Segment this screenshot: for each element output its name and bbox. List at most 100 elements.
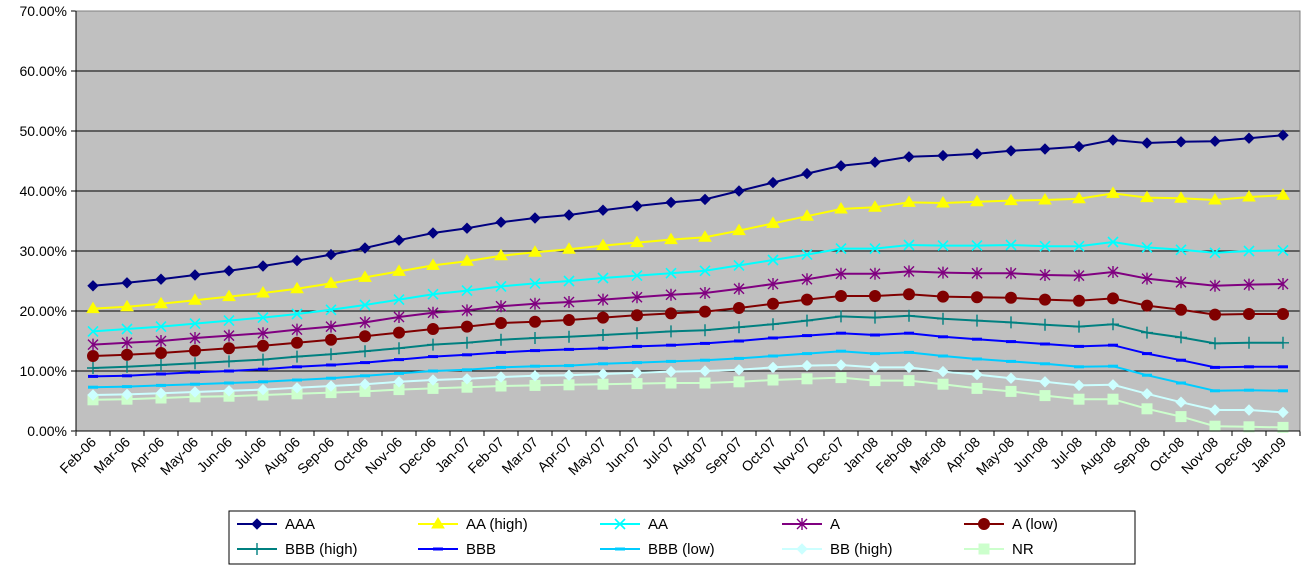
data-point	[802, 352, 812, 356]
data-point	[699, 265, 711, 277]
data-point	[1005, 239, 1017, 251]
data-point	[563, 369, 575, 381]
legend-marker	[796, 518, 808, 530]
data-point	[1039, 390, 1051, 402]
data-point	[665, 325, 677, 338]
data-point	[563, 296, 575, 308]
data-point	[938, 335, 948, 339]
data-point	[360, 374, 370, 378]
x-tick-label: May-08	[973, 434, 1017, 478]
data-point	[1005, 291, 1017, 304]
data-point	[563, 275, 575, 287]
data-point	[223, 315, 235, 327]
data-point	[631, 327, 643, 340]
data-point	[223, 342, 235, 355]
data-point	[257, 339, 269, 352]
data-point	[1006, 340, 1016, 344]
data-point	[224, 381, 234, 385]
x-tick-label: Aug-08	[1076, 434, 1119, 477]
data-point	[530, 349, 540, 353]
data-point	[257, 353, 269, 366]
data-point	[392, 264, 406, 276]
data-point	[223, 355, 235, 368]
data-point	[1244, 365, 1254, 369]
legend-marker	[978, 543, 990, 555]
data-point	[292, 365, 302, 369]
data-point	[1175, 276, 1187, 289]
data-point	[801, 167, 813, 180]
data-point	[699, 287, 711, 299]
data-point	[393, 311, 405, 323]
data-point	[1106, 186, 1120, 198]
data-point	[870, 352, 880, 356]
data-point	[767, 297, 779, 310]
data-point	[257, 327, 269, 340]
data-point	[358, 270, 372, 282]
data-point	[189, 386, 201, 398]
data-point	[1210, 389, 1220, 393]
data-point	[631, 200, 643, 212]
x-tick-label: Aug-07	[668, 434, 711, 477]
data-point	[700, 358, 710, 362]
data-point	[767, 278, 779, 290]
data-point	[1040, 342, 1050, 346]
data-point	[258, 367, 268, 371]
data-point	[903, 309, 915, 322]
data-point	[597, 378, 609, 390]
data-point	[632, 344, 642, 348]
data-point	[461, 336, 473, 349]
data-point	[1005, 145, 1017, 157]
data-point	[665, 307, 677, 320]
data-point	[359, 378, 371, 390]
data-point	[937, 266, 949, 279]
y-tick-label: 70.00%	[20, 3, 67, 19]
data-point	[155, 387, 167, 399]
data-point	[972, 337, 982, 341]
data-point	[121, 388, 133, 401]
data-point	[495, 280, 507, 292]
data-point	[1005, 385, 1017, 397]
data-point	[1176, 381, 1186, 385]
data-point	[767, 176, 779, 189]
data-point	[1141, 299, 1153, 312]
data-point	[699, 377, 711, 389]
data-point	[1277, 278, 1289, 290]
data-point	[427, 227, 439, 239]
legend-label: BBB (high)	[285, 541, 358, 558]
data-point	[155, 347, 167, 359]
data-point	[903, 375, 915, 387]
data-point	[903, 361, 915, 374]
series-line	[92, 332, 1283, 378]
legend-label: AA	[648, 516, 668, 533]
data-point	[190, 370, 200, 374]
data-point	[1141, 272, 1153, 285]
data-point	[904, 350, 914, 354]
data-point	[495, 300, 507, 313]
data-point	[190, 382, 200, 386]
data-point	[326, 363, 336, 367]
data-point	[189, 332, 201, 344]
data-point	[971, 148, 983, 160]
data-point	[1278, 365, 1288, 369]
x-tick-label: Jun-06	[194, 434, 236, 476]
data-point	[903, 151, 915, 163]
data-point	[699, 324, 711, 337]
data-point	[528, 245, 542, 257]
data-point	[87, 338, 99, 351]
data-point	[699, 305, 711, 318]
data-point	[903, 288, 915, 301]
y-tick-label: 50.00%	[20, 123, 67, 139]
data-point	[155, 273, 167, 285]
data-point	[1142, 373, 1152, 377]
gridlines	[76, 70, 1300, 372]
data-point	[835, 290, 847, 302]
data-point	[1005, 316, 1017, 329]
data-point	[1244, 388, 1254, 392]
legend-marker	[433, 547, 443, 551]
data-point	[223, 329, 235, 342]
data-point	[836, 331, 846, 335]
x-tick-label: May-07	[565, 434, 609, 478]
data-point	[359, 330, 371, 343]
data-point	[529, 332, 541, 344]
data-point	[631, 291, 643, 304]
